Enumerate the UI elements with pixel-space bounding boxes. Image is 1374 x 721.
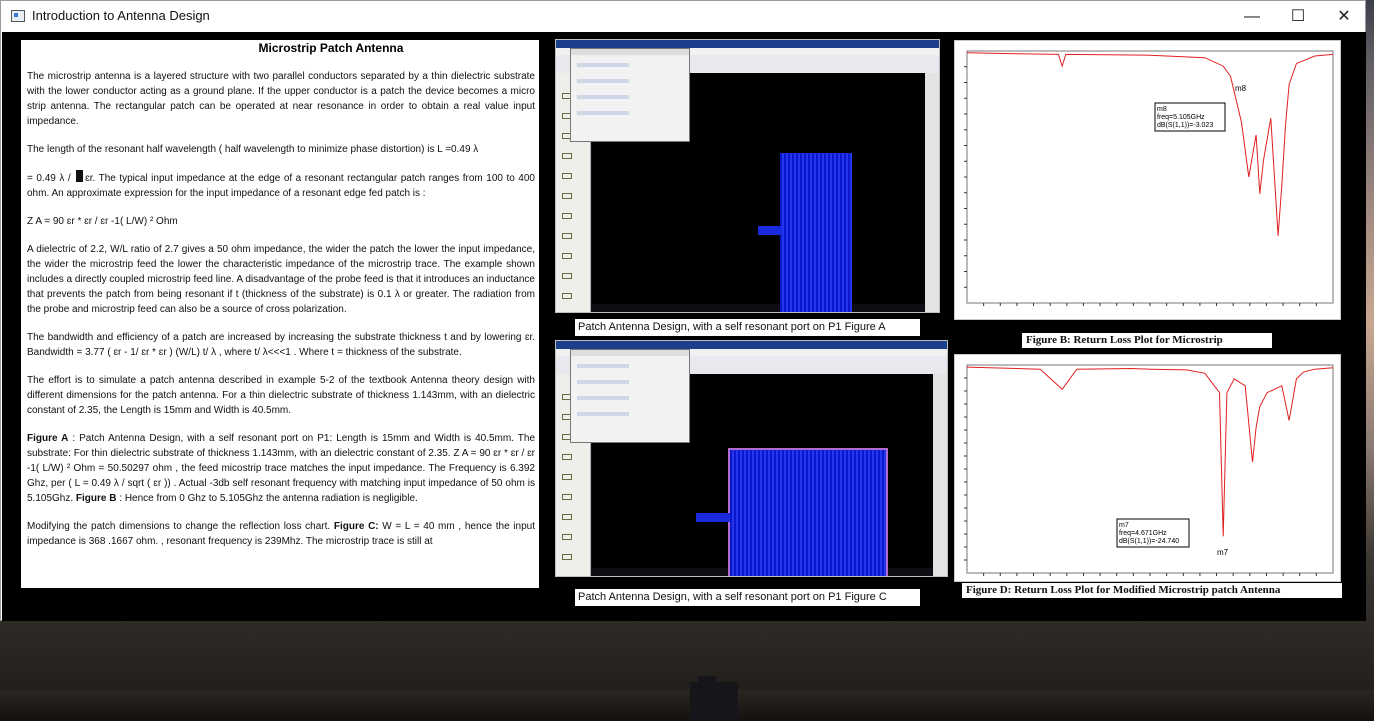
marker-text: freq=4.671GHz <box>1119 530 1167 537</box>
marker-text: dB(S(1,1))=-24.740 <box>1119 538 1179 545</box>
app-icon <box>11 10 25 22</box>
app-window: Introduction to Antenna Design — ☐ ✕ Mic… <box>0 0 1366 621</box>
palette-item-icon <box>562 494 572 500</box>
window-title: Introduction to Antenna Design <box>32 8 210 23</box>
palette-item-icon <box>562 233 572 239</box>
palette-item-icon <box>562 554 572 560</box>
dialog-field <box>577 396 629 400</box>
figure-c-label: Figure C: <box>333 521 379 532</box>
paragraph-figure-c: Modifying the patch dimensions to change… <box>27 519 535 549</box>
dialog-field <box>577 364 629 368</box>
palette-item-icon <box>562 534 572 540</box>
measure-dialog <box>570 48 690 142</box>
figure-a-caption: Patch Antenna Design, with a self resona… <box>575 319 920 336</box>
figure-d-plot: m7 freq=4.671GHz dB(S(1,1))=-24.740 m7 <box>954 354 1341 582</box>
paragraph-intro: The microstrip antenna is a layered stru… <box>27 71 535 127</box>
impedance-text: ɛr. The typical input impedance at the e… <box>27 173 535 199</box>
marker-text: dB(S(1,1))=-3.023 <box>1157 122 1213 129</box>
palette-item-icon <box>562 514 572 520</box>
measure-dialog <box>570 349 690 443</box>
palette-item-icon <box>562 173 572 179</box>
paragraph-impedance: = 0.49 λ / ɛr. The typical input impedan… <box>27 170 535 201</box>
figure-b-caption: Figure B: Return Loss Plot for Microstri… <box>1022 333 1272 348</box>
figure-a-screenshot <box>555 39 940 313</box>
palette-item-icon <box>562 253 572 259</box>
figure-b-text: : Hence from 0 Ghz to 5.105Ghz the anten… <box>116 493 418 504</box>
content-area: Microstrip Patch Antenna The microstrip … <box>2 32 1366 621</box>
wallpaper-horizon <box>0 690 1374 721</box>
dialog-field <box>577 412 629 416</box>
marker-box <box>1154 102 1226 132</box>
figure-b-plot: m8 freq=5.105GHz dB(S(1,1))=-3.023 m8 <box>954 40 1341 320</box>
article-panel[interactable]: Microstrip Patch Antenna The microstrip … <box>21 40 539 588</box>
s11-trace <box>966 52 1334 236</box>
sqrt-symbol-icon <box>76 170 84 182</box>
figure-d-caption: Figure D: Return Loss Plot for Modified … <box>962 583 1342 598</box>
figure-c-caption: Patch Antenna Design, with a self resona… <box>575 589 920 606</box>
palette-item-icon <box>562 293 572 299</box>
figure-c-intro: Modifying the patch dimensions to change… <box>27 521 334 532</box>
minimize-button[interactable]: — <box>1244 8 1260 25</box>
dialog-field <box>577 380 629 384</box>
title-bar[interactable]: Introduction to Antenna Design — ☐ ✕ <box>1 1 1365 32</box>
marker-text: freq=5.105GHz <box>1157 114 1205 121</box>
paragraph-bandwidth: The bandwidth and efficiency of a patch … <box>27 332 535 358</box>
palette-item-icon <box>562 153 572 159</box>
s11-trace <box>966 366 1334 537</box>
figure-c-screenshot <box>555 340 948 577</box>
marker-text: m7 <box>1119 522 1129 529</box>
dialog-field <box>577 79 629 83</box>
marker-box <box>1116 518 1190 548</box>
paragraph-wavelength: The length of the resonant half waveleng… <box>27 144 479 155</box>
maximize-button[interactable]: ☐ <box>1290 8 1306 25</box>
palette-item-icon <box>562 454 572 460</box>
marker-text: m8 <box>1157 106 1167 113</box>
palette-item-icon <box>562 213 572 219</box>
article-heading: Microstrip Patch Antenna <box>258 41 404 55</box>
palette-item-icon <box>562 193 572 199</box>
wallpaper-building <box>690 676 738 721</box>
embedded-titlebar <box>556 40 939 48</box>
palette-item-icon <box>562 273 572 279</box>
paragraph-dielectric: A dielectric of 2.2, W/L ratio of 2.7 gi… <box>27 244 535 315</box>
dialog-field <box>577 111 629 115</box>
embedded-side-panel <box>933 374 947 576</box>
embedded-titlebar <box>556 341 947 349</box>
patch-rectangle <box>728 448 888 576</box>
paragraph-effort: The effort is to simulate a patch antenn… <box>27 375 535 416</box>
feed-line <box>696 513 730 522</box>
figure-c-text: W = L = 40 mm , hence the input impedanc… <box>27 521 535 547</box>
embedded-menubar <box>556 48 939 55</box>
paragraph-figure-a: Figure A : Patch Antenna Design, with a … <box>27 431 535 506</box>
marker-label: m7 <box>1217 548 1229 557</box>
dialog-field <box>577 63 629 67</box>
figure-a-text: : Patch Antenna Design, with a self reso… <box>27 433 536 504</box>
formula-part: = 0.49 λ / <box>27 173 75 184</box>
embedded-menubar <box>556 349 947 356</box>
paragraph-formula: Z A = 90 ɛr * ɛr / ɛr -1( L/W) ² Ohm <box>27 216 178 227</box>
feed-line <box>758 226 782 235</box>
plot-frame <box>966 50 1334 304</box>
figure-a-label: Figure A <box>27 433 69 444</box>
patch-rectangle <box>780 153 852 312</box>
figure-b-label: Figure B <box>75 493 117 504</box>
embedded-side-panel <box>925 73 939 312</box>
close-button[interactable]: ✕ <box>1337 8 1351 25</box>
palette-item-icon <box>562 474 572 480</box>
dialog-field <box>577 95 629 99</box>
marker-label: m8 <box>1235 84 1247 93</box>
